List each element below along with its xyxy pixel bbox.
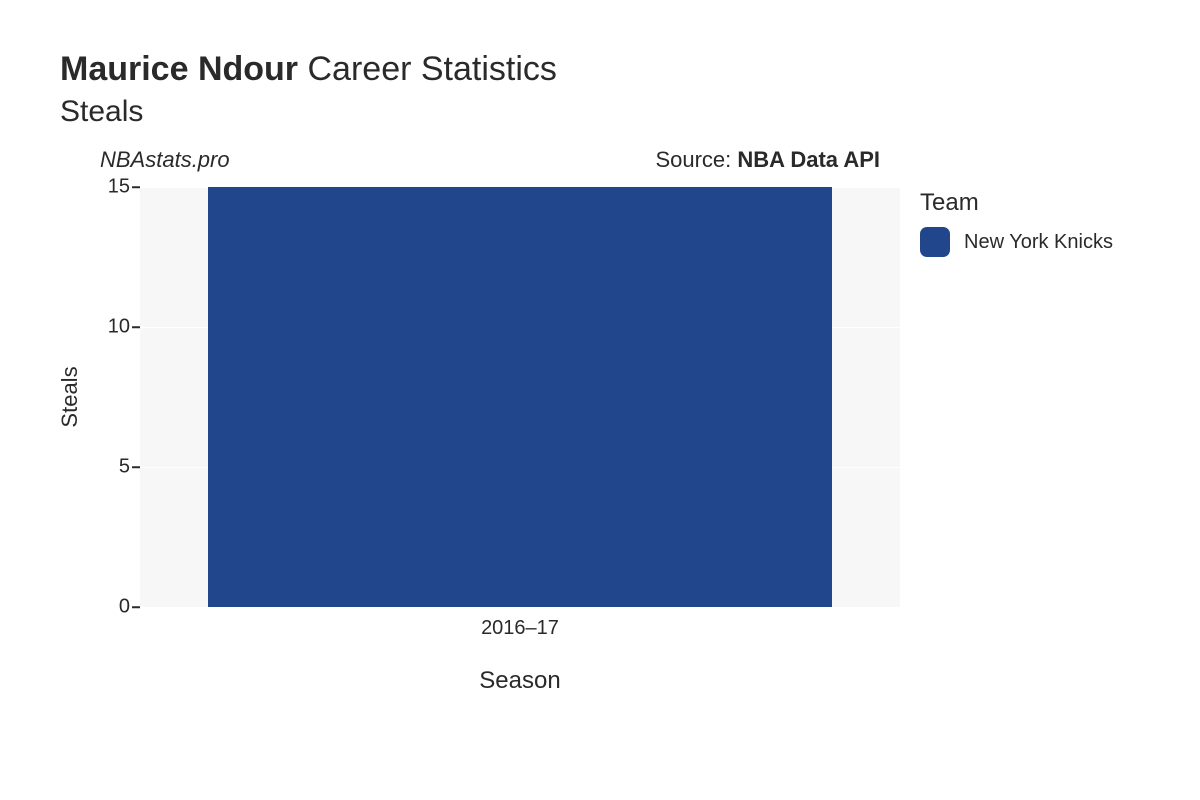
player-name: Maurice Ndour	[60, 50, 298, 88]
legend-title: Team	[920, 189, 1113, 217]
legend-item: New York Knicks	[920, 227, 1113, 257]
legend: Team New York Knicks	[920, 189, 1113, 263]
legend-items: New York Knicks	[920, 227, 1113, 257]
chart-container: Maurice Ndour Career Statistics Steals N…	[0, 0, 1200, 800]
y-tick-mark	[132, 326, 140, 328]
y-tick-mark	[132, 466, 140, 468]
meta-row: NBAstats.pro Source: NBA Data API	[60, 147, 1140, 173]
y-tick-label: 10	[90, 316, 130, 339]
legend-label: New York Knicks	[964, 231, 1113, 254]
watermark-text: NBAstats.pro	[100, 147, 230, 173]
y-tick-mark	[132, 606, 140, 608]
bar	[208, 187, 831, 607]
gridline	[140, 607, 900, 608]
plot-area	[140, 187, 900, 607]
y-tick-label: 0	[90, 596, 130, 619]
title-suffix: Career Statistics	[308, 50, 557, 88]
source-name: NBA Data API	[737, 147, 880, 172]
x-axis-label: Season	[479, 667, 560, 695]
y-tick-label: 15	[90, 176, 130, 199]
chart-subtitle: Steals	[60, 95, 1140, 129]
source-text: Source: NBA Data API	[655, 147, 880, 173]
chart-area: Steals Season Team New York Knicks 05101…	[60, 177, 1140, 677]
chart-title: Maurice Ndour Career Statistics	[60, 50, 1140, 89]
x-tick-label: 2016–17	[481, 617, 559, 640]
y-axis-label: Steals	[57, 366, 83, 427]
legend-swatch	[920, 227, 950, 257]
y-tick-mark	[132, 186, 140, 188]
source-prefix: Source:	[655, 147, 737, 172]
y-tick-label: 5	[90, 456, 130, 479]
